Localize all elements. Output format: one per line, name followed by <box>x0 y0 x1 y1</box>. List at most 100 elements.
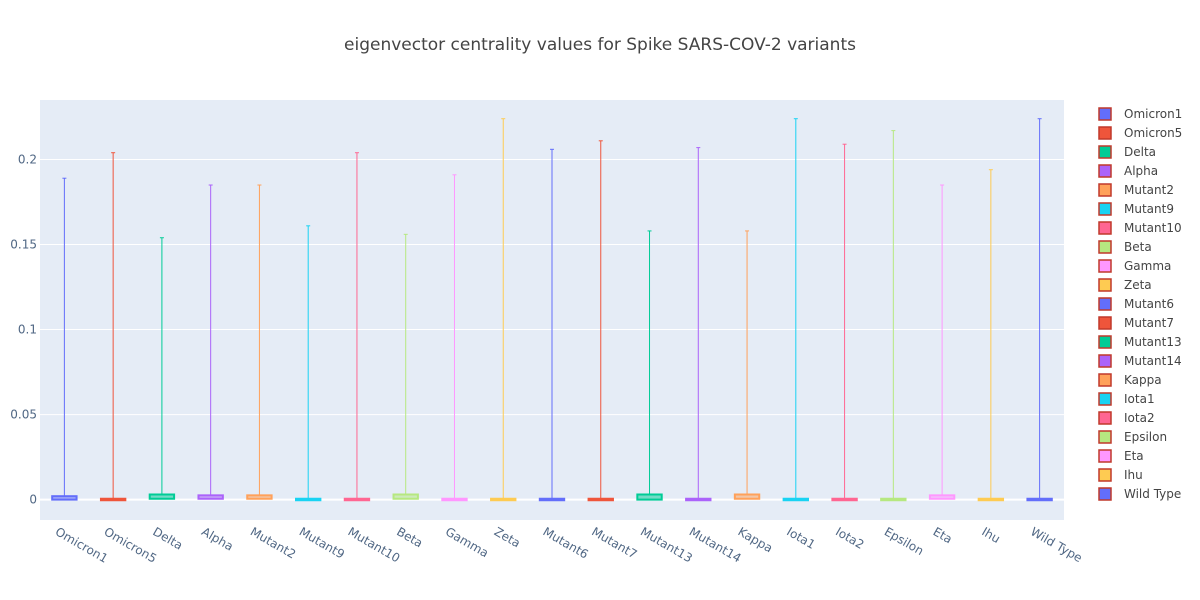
legend-item-gamma[interactable]: Gamma <box>1098 259 1171 273</box>
legend-item-mutant13[interactable]: Mutant13 <box>1098 335 1182 349</box>
legend-label: Omicron1 <box>1124 107 1182 121</box>
legend-item-mutant9[interactable]: Mutant9 <box>1098 202 1174 216</box>
legend-item-mutant14[interactable]: Mutant14 <box>1098 354 1182 368</box>
legend-item-mutant2[interactable]: Mutant2 <box>1098 183 1174 197</box>
box-alpha[interactable] <box>197 184 224 500</box>
x-tick-label: Mutant13 <box>638 524 695 565</box>
legend-label: Beta <box>1124 240 1152 254</box>
box-body <box>490 497 517 502</box>
box-ihu[interactable] <box>977 169 1005 502</box>
legend-label: Omicron5 <box>1124 126 1182 140</box>
legend-item-alpha[interactable]: Alpha <box>1098 164 1158 178</box>
legend-label: Mutant13 <box>1124 335 1182 349</box>
chart-title: eigenvector centrality values for Spike … <box>344 35 856 55</box>
legend-label: Iota2 <box>1124 411 1155 425</box>
box-gamma[interactable] <box>441 174 468 502</box>
legend-item-iota2[interactable]: Iota2 <box>1098 411 1155 425</box>
x-tick-label: Mutant2 <box>248 524 298 561</box>
legend-label: Delta <box>1124 145 1156 159</box>
box-mutant10[interactable] <box>343 152 371 502</box>
box-body <box>1026 497 1053 502</box>
box-iota1[interactable] <box>782 118 809 502</box>
legend-swatch <box>1098 126 1112 140</box>
legend-swatch <box>1098 221 1112 235</box>
box-body <box>343 497 371 502</box>
legend-item-epsilon[interactable]: Epsilon <box>1098 430 1167 444</box>
box-body <box>636 493 663 501</box>
x-tick-label: Mutant6 <box>541 524 591 561</box>
legend-swatch <box>1098 354 1112 368</box>
legend-item-delta[interactable]: Delta <box>1098 145 1156 159</box>
x-tick-label: Eta <box>931 524 955 546</box>
box-beta[interactable] <box>392 233 419 500</box>
x-tick-label: Beta <box>394 524 425 550</box>
box-epsilon[interactable] <box>880 130 907 502</box>
box-body <box>51 495 78 501</box>
legend-swatch <box>1098 335 1112 349</box>
legend-item-kappa[interactable]: Kappa <box>1098 373 1162 387</box>
x-tick-label: Mutant10 <box>345 524 402 565</box>
box-omicron1[interactable] <box>51 177 78 501</box>
box-delta[interactable] <box>148 237 176 500</box>
legend-label: Alpha <box>1124 164 1158 178</box>
legend-item-ihu[interactable]: Ihu <box>1098 468 1143 482</box>
x-tick-label: Wild Type <box>1028 524 1085 565</box>
legend-item-mutant6[interactable]: Mutant6 <box>1098 297 1174 311</box>
box-mutant9[interactable] <box>295 225 322 502</box>
legend-swatch <box>1098 164 1112 178</box>
box-body <box>733 493 761 500</box>
legend-swatch <box>1098 259 1112 273</box>
x-tick-label: Delta <box>150 524 185 552</box>
legend-item-eta[interactable]: Eta <box>1098 449 1144 463</box>
box-body <box>295 497 322 502</box>
box-mutant13[interactable] <box>636 230 663 501</box>
legend-swatch <box>1098 487 1112 501</box>
x-tick-label: Mutant7 <box>589 524 639 561</box>
x-tick-label: Alpha <box>199 524 236 553</box>
legend-label: Mutant14 <box>1124 354 1182 368</box>
legend-label: Mutant9 <box>1124 202 1174 216</box>
box-kappa[interactable] <box>733 230 761 500</box>
legend-label: Mutant7 <box>1124 316 1174 330</box>
legend-swatch <box>1098 411 1112 425</box>
box-mutant14[interactable] <box>685 147 712 502</box>
x-tick-label: Epsilon <box>882 524 926 558</box>
legend-label: Wild Type <box>1124 487 1181 501</box>
legend-label: Zeta <box>1124 278 1152 292</box>
box-eta[interactable] <box>928 184 956 500</box>
box-iota2[interactable] <box>831 143 858 502</box>
y-tick-label: 0.05 <box>10 408 37 422</box>
box-body <box>197 494 224 500</box>
x-tick-label: Zeta <box>492 524 523 550</box>
box-body <box>392 493 419 500</box>
x-tick-label: Mutant14 <box>687 524 744 565</box>
box-mutant2[interactable] <box>246 184 273 500</box>
legend-swatch <box>1098 297 1112 311</box>
legend-swatch <box>1098 145 1112 159</box>
legend-item-wild-type[interactable]: Wild Type <box>1098 487 1181 501</box>
y-tick-label: 0.1 <box>18 323 37 337</box>
box-zeta[interactable] <box>490 118 517 502</box>
legend-item-beta[interactable]: Beta <box>1098 240 1152 254</box>
legend-item-mutant10[interactable]: Mutant10 <box>1098 221 1182 235</box>
legend[interactable]: Omicron1 Omicron5 Delta Alpha Mutant2 Mutant9… <box>1098 107 1182 501</box>
box-omicron5[interactable] <box>99 152 127 502</box>
legend-label: Mutant2 <box>1124 183 1174 197</box>
box-mutant6[interactable] <box>538 148 566 502</box>
legend-item-zeta[interactable]: Zeta <box>1098 278 1152 292</box>
legend-swatch <box>1098 392 1112 406</box>
box-mutant7[interactable] <box>587 140 614 502</box>
box-body <box>782 497 809 502</box>
legend-swatch <box>1098 373 1112 387</box>
box-body <box>441 497 468 502</box>
x-tick-label: Omicron5 <box>102 524 160 565</box>
legend-item-iota1[interactable]: Iota1 <box>1098 392 1155 406</box>
legend-item-omicron5[interactable]: Omicron5 <box>1098 126 1182 140</box>
legend-item-mutant7[interactable]: Mutant7 <box>1098 316 1174 330</box>
box-body <box>831 497 858 502</box>
legend-item-omicron1[interactable]: Omicron1 <box>1098 107 1182 121</box>
box-series <box>51 118 1053 502</box>
box-wild-type[interactable] <box>1026 118 1053 502</box>
